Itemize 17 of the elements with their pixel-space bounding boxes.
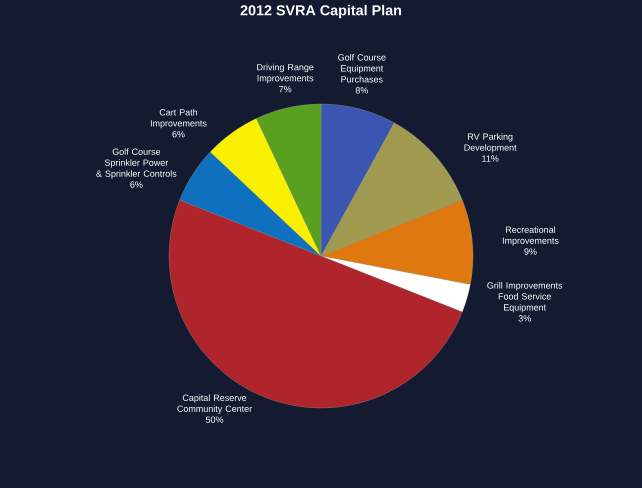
data-label: 6% xyxy=(172,131,185,138)
slice-label: Driving Range Improvements xyxy=(257,64,314,84)
slice-label: Cart Path Improvements xyxy=(150,108,207,128)
data-label: 9% xyxy=(524,248,537,255)
slice-label: Golf Course Sprinkler Power & Sprinkler Controls xyxy=(96,148,176,179)
slice-label: Golf Course Equipment Purchases xyxy=(338,54,386,83)
data-label: 8% xyxy=(356,87,368,94)
data-label: 6% xyxy=(130,181,143,188)
slice-label: Capital Reserve Community Center xyxy=(177,394,252,414)
slice-label: RV Parking Development xyxy=(464,133,517,153)
data-label: 11% xyxy=(482,155,498,162)
slice-label: Grill Improvements Food Service Equipment xyxy=(487,282,562,312)
slice-label: Recreational Improvements xyxy=(502,226,559,246)
data-label: 50% xyxy=(206,416,224,423)
chart-title: 2012 SVRA Capital Plan xyxy=(240,4,402,18)
data-label: 7% xyxy=(279,86,292,92)
data-label: 3% xyxy=(518,315,531,322)
